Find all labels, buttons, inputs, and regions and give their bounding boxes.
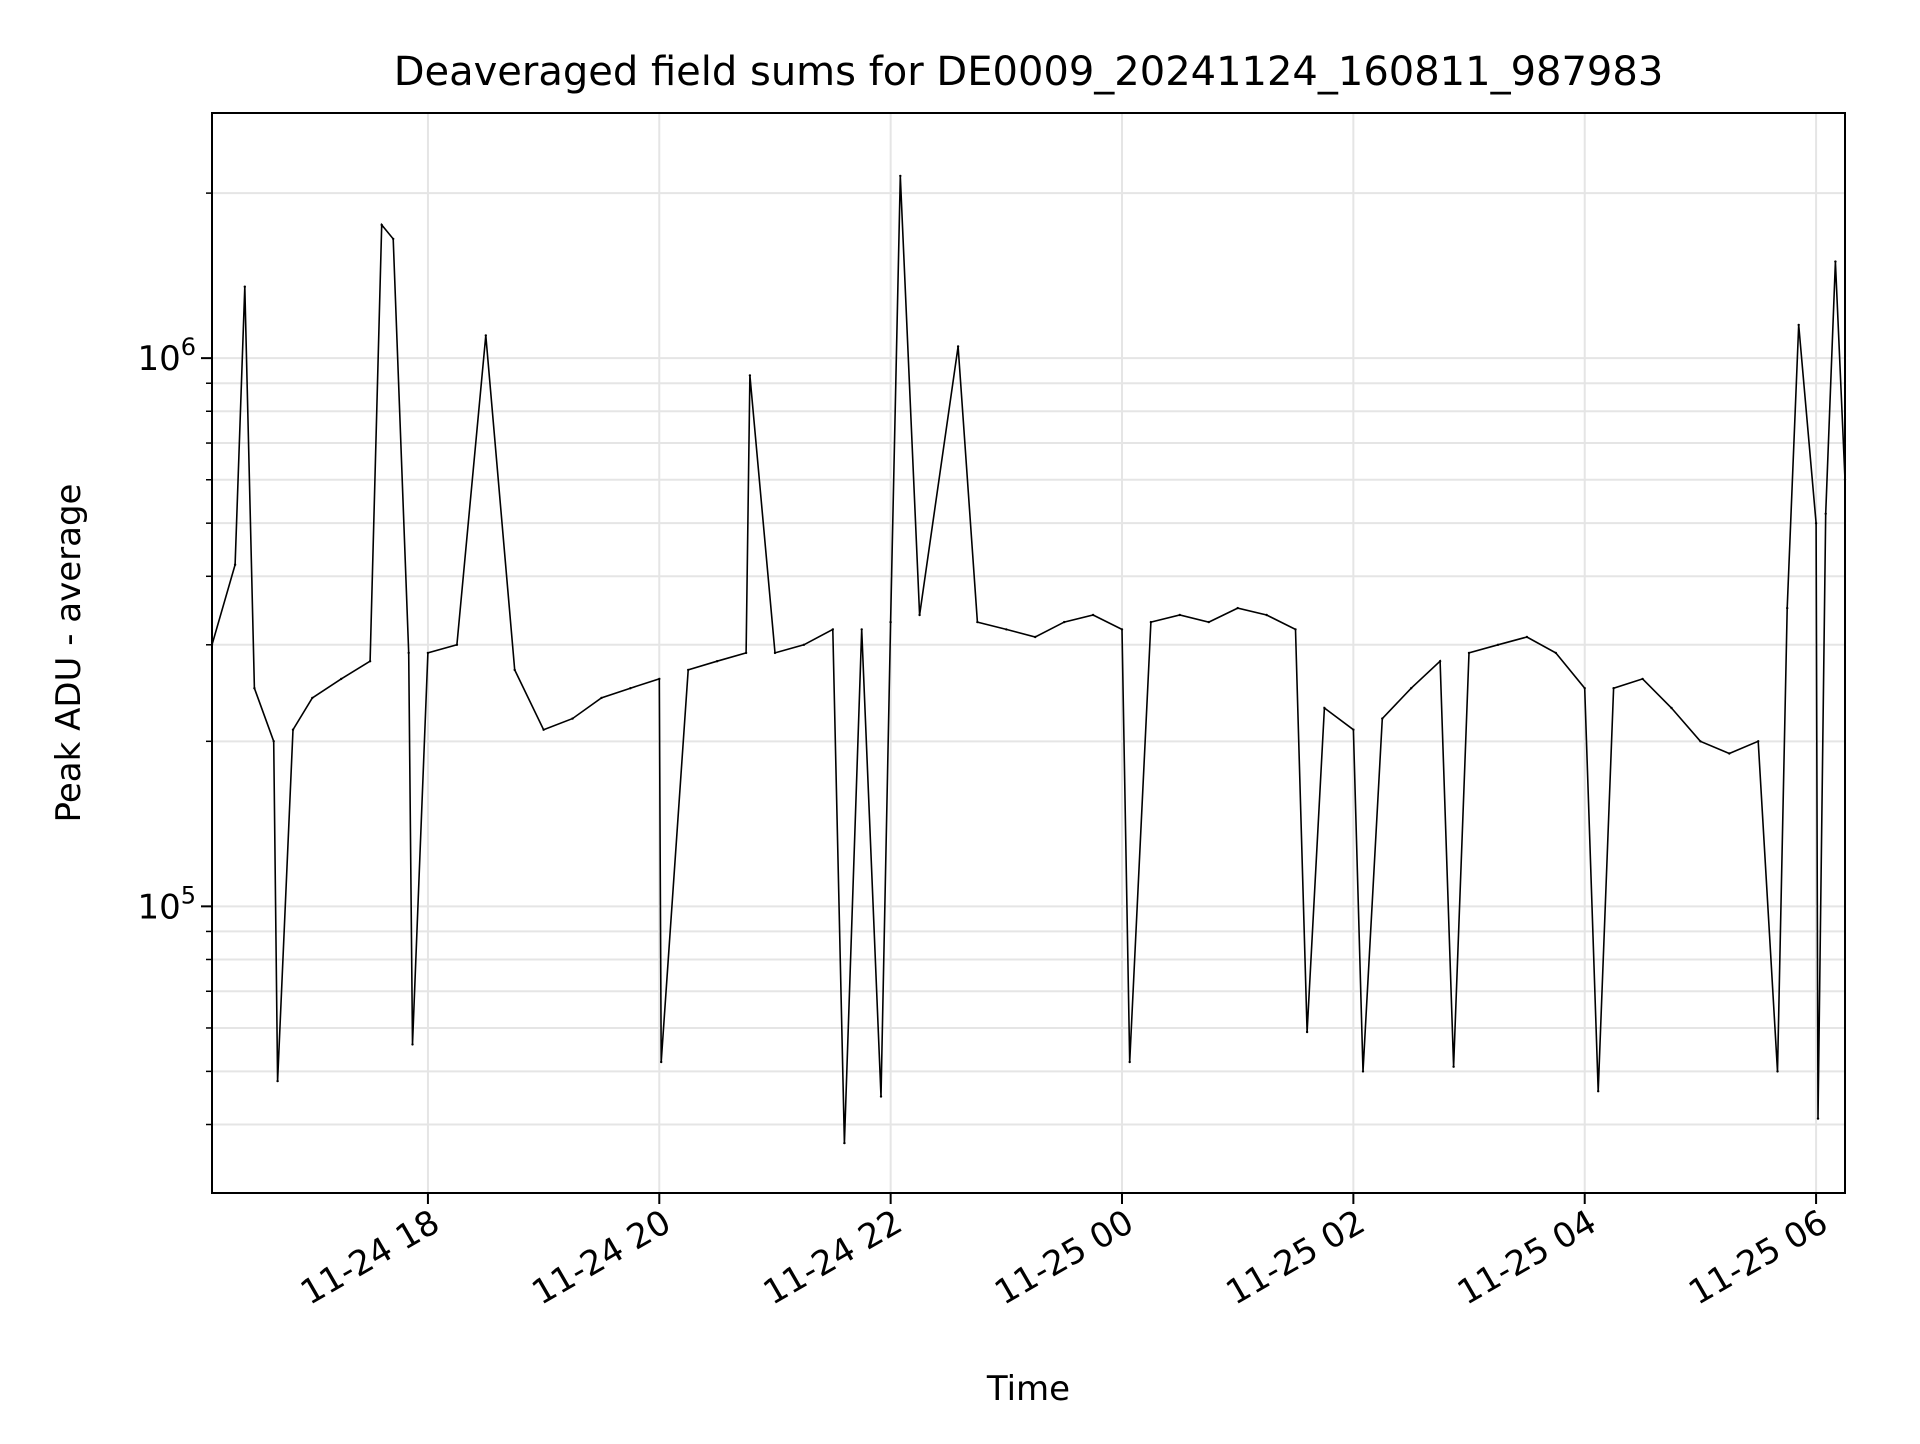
data-point [291, 728, 295, 731]
data-point [1776, 1070, 1779, 1073]
data-point [1467, 651, 1471, 655]
data-point [899, 174, 902, 178]
x-tick-label: 11-25 02 [1219, 1202, 1371, 1313]
data-point [1525, 635, 1529, 639]
x-tick-label: 11-24 18 [294, 1202, 446, 1313]
data-point [1063, 620, 1066, 624]
x-tick-label: 11-25 04 [1451, 1202, 1603, 1313]
data-point [1554, 651, 1558, 655]
data-point [276, 1079, 279, 1083]
data-point [426, 651, 430, 655]
data-point [843, 1141, 846, 1145]
data-point [1816, 1117, 1820, 1120]
data-point [660, 1060, 663, 1064]
data-point [748, 374, 752, 377]
data-point [629, 687, 632, 690]
tick-layer: 105 106 11-24 18 11-24 20 11-24 22 11-25 00 11… [137, 192, 1835, 1313]
data-point [1207, 620, 1211, 624]
data-point [1786, 606, 1789, 610]
data-point [1824, 512, 1827, 515]
data-point [1178, 613, 1182, 617]
data-point [1699, 740, 1702, 743]
data-point [658, 677, 661, 681]
x-axis-label: Time [986, 1369, 1070, 1409]
data-point [1120, 628, 1124, 631]
data-point [1410, 687, 1413, 690]
data-point [1757, 740, 1760, 743]
data-point [455, 643, 459, 646]
data-point [600, 696, 603, 700]
x-tick-label: 11-24 22 [757, 1202, 909, 1313]
data-point [253, 687, 256, 690]
plot-frame [211, 112, 1846, 1194]
data-point [1381, 717, 1384, 720]
data-point [340, 677, 343, 681]
data-point [879, 1095, 883, 1098]
data-point [368, 660, 372, 663]
data-point [1352, 728, 1355, 731]
data-point [1814, 522, 1818, 525]
series-line [211, 175, 1846, 1144]
data-point [1597, 1090, 1600, 1093]
data-point [1294, 628, 1297, 631]
data-point [773, 651, 777, 655]
x-tick-label: 11-25 00 [988, 1202, 1140, 1313]
data-point [1834, 260, 1837, 263]
data-point [484, 334, 487, 337]
data-point [831, 628, 834, 631]
data-point [687, 668, 690, 672]
data-point [1149, 620, 1153, 624]
data-point [1128, 1060, 1131, 1064]
data-point [571, 717, 574, 720]
x-tick-label: 11-24 20 [525, 1202, 677, 1313]
data-point [407, 651, 410, 655]
data-point [1091, 613, 1095, 617]
data-point [715, 660, 719, 663]
data-point [1438, 660, 1442, 663]
data-point [744, 651, 748, 655]
data-point [976, 620, 979, 624]
data-point [1728, 752, 1731, 755]
data-point [1670, 706, 1673, 710]
data-point [1797, 323, 1800, 327]
data-point [1583, 687, 1586, 690]
data-point [1361, 1070, 1365, 1073]
x-tick-label: 11-25 06 [1682, 1202, 1834, 1313]
data-point [233, 563, 237, 566]
data-point [860, 628, 863, 631]
data-point [1265, 613, 1268, 617]
data-point [311, 696, 314, 700]
y-tick-label: 105 [137, 881, 196, 927]
data-point [542, 728, 545, 731]
data-point [1034, 635, 1037, 639]
data-point [1236, 606, 1239, 610]
line-layer [210, 174, 1847, 1145]
data-point [889, 620, 892, 624]
data-point [380, 223, 383, 227]
y-axis-label: Peak ADU - average [49, 484, 89, 823]
data-point [1305, 1030, 1309, 1034]
data-point [513, 668, 516, 672]
data-point [411, 1043, 414, 1046]
data-point [272, 740, 275, 743]
data-point [1323, 706, 1326, 710]
data-point [1641, 677, 1644, 681]
data-point [1005, 628, 1008, 631]
data-point [802, 643, 806, 646]
y-tick-label: 106 [137, 333, 196, 379]
data-point [1496, 643, 1500, 646]
data-point [1612, 687, 1615, 690]
data-point [392, 237, 395, 241]
data-point [243, 285, 246, 288]
data-point [918, 613, 921, 617]
data-point [1452, 1065, 1455, 1068]
chart-title: Deaveraged field sums for DE0009_2024112… [394, 49, 1664, 95]
data-point [956, 345, 960, 348]
